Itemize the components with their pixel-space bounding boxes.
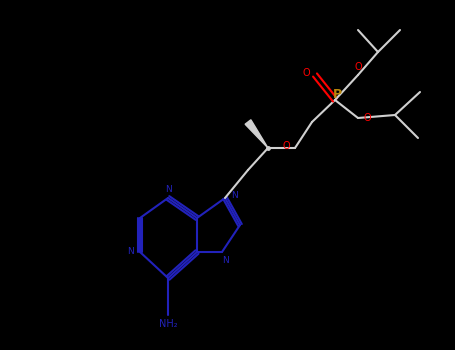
Polygon shape: [245, 120, 268, 148]
Text: O: O: [363, 113, 371, 123]
Text: P: P: [333, 88, 342, 101]
Text: O: O: [302, 68, 310, 78]
Text: NH₂: NH₂: [159, 319, 177, 329]
Text: O: O: [283, 141, 291, 151]
Text: N: N: [165, 185, 172, 194]
Text: N: N: [127, 247, 134, 257]
Text: N: N: [231, 191, 238, 200]
Text: N: N: [222, 256, 229, 265]
Text: O: O: [354, 62, 362, 72]
